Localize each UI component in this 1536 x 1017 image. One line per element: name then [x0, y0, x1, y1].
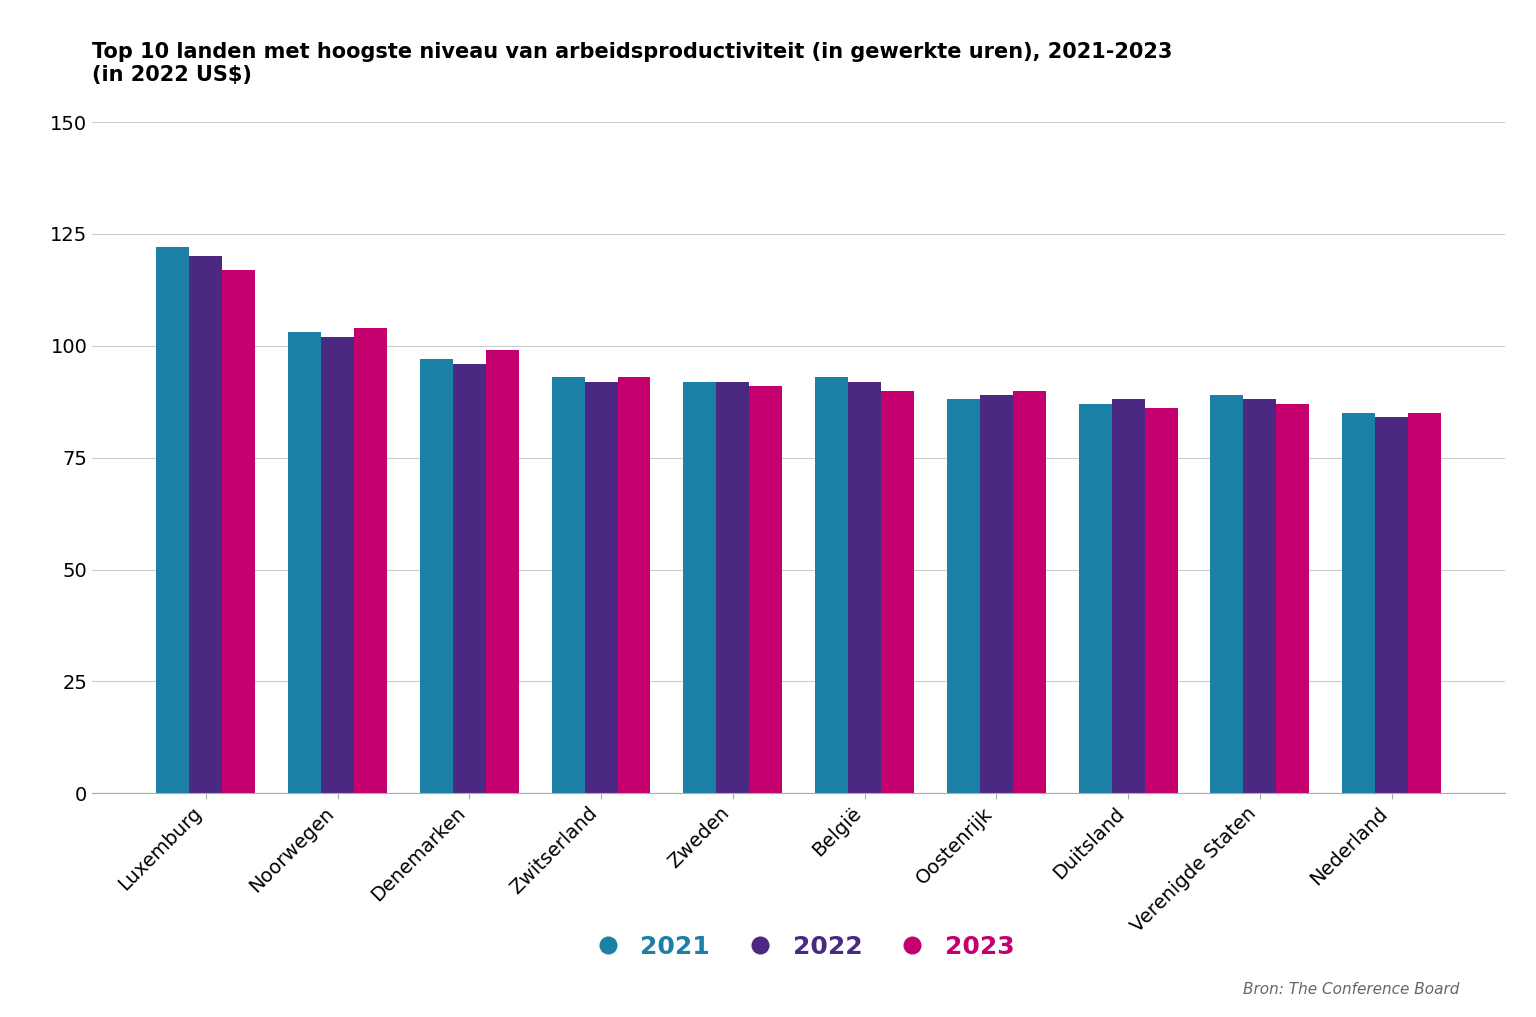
- Bar: [419, 359, 453, 793]
- Bar: [750, 386, 782, 793]
- Bar: [289, 333, 321, 793]
- Text: Top 10 landen met hoogste niveau van arbeidsproductiviteit (in gewerkte uren), 2: Top 10 landen met hoogste niveau van arb…: [92, 42, 1172, 84]
- Bar: [882, 391, 914, 793]
- Bar: [189, 256, 223, 793]
- Legend: 2021, 2022, 2023: 2021, 2022, 2023: [573, 924, 1025, 969]
- Bar: [353, 327, 387, 793]
- Bar: [223, 270, 255, 793]
- Bar: [980, 395, 1012, 793]
- Bar: [551, 377, 585, 793]
- Bar: [453, 364, 485, 793]
- Bar: [321, 337, 353, 793]
- Bar: [948, 400, 980, 793]
- Bar: [716, 381, 750, 793]
- Bar: [1012, 391, 1046, 793]
- Bar: [1144, 409, 1178, 793]
- Bar: [848, 381, 882, 793]
- Bar: [684, 381, 716, 793]
- Bar: [617, 377, 650, 793]
- Bar: [157, 247, 189, 793]
- Bar: [1276, 404, 1309, 793]
- Bar: [1375, 417, 1409, 793]
- Bar: [585, 381, 617, 793]
- Bar: [1078, 404, 1112, 793]
- Bar: [485, 350, 519, 793]
- Bar: [1244, 400, 1276, 793]
- Bar: [1409, 413, 1441, 793]
- Bar: [1112, 400, 1144, 793]
- Bar: [816, 377, 848, 793]
- Bar: [1210, 395, 1244, 793]
- Text: Bron: The Conference Board: Bron: The Conference Board: [1243, 981, 1459, 997]
- Bar: [1342, 413, 1375, 793]
